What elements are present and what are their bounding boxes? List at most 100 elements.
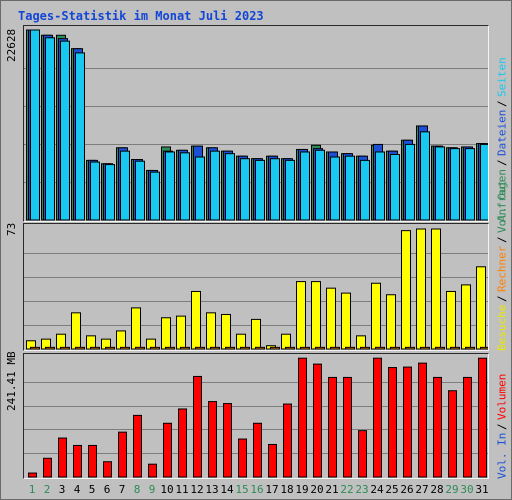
legend-separator: /: [495, 295, 509, 302]
bar-besuche-day-3: [56, 333, 66, 350]
bar-seiten-day-25: [390, 154, 400, 221]
requests-chart: [24, 29, 488, 221]
bar-seiten-day-30: [465, 148, 475, 221]
bar-volumen-day-2: [43, 457, 52, 478]
bar-rechner-day-7: [120, 346, 130, 350]
legend-separator: /: [495, 100, 509, 108]
bar-volumen-day-29: [448, 390, 457, 478]
bar-volumen-day-19: [298, 357, 307, 478]
bar-seiten-day-9: [150, 171, 160, 221]
bar-rechner-day-15: [240, 346, 250, 350]
bar-seiten-day-16: [255, 159, 265, 221]
legend-separator: /: [495, 159, 509, 167]
bar-volumen-day-3: [58, 437, 67, 478]
bar-seiten-day-6: [105, 164, 115, 221]
bar-volumen-day-16: [253, 422, 262, 478]
legend-besuche: Besuche: [495, 304, 509, 351]
bar-besuche-day-8: [131, 307, 141, 350]
x-tick-label-day-16: 16: [250, 483, 264, 496]
bar-seiten-day-11: [180, 152, 190, 221]
bar-seiten-day-17: [270, 158, 280, 221]
visits-chart-panel: [23, 223, 489, 351]
volume-chart: [24, 357, 488, 478]
bar-rechner-day-16: [255, 346, 265, 350]
bar-besuche-day-20: [311, 281, 321, 350]
bar-besuche-day-22: [341, 292, 351, 350]
requests-ymax-label: 22628: [5, 29, 18, 63]
bar-volumen-day-30: [463, 376, 472, 478]
bar-rechner-day-31: [480, 346, 488, 350]
bar-seiten-day-1: [30, 29, 40, 221]
bar-rechner-day-2: [45, 346, 55, 350]
chart-title: Tages-Statistik im Monat Juli 2023: [18, 9, 264, 23]
bar-rechner-day-22: [345, 346, 355, 350]
bar-rechner-day-4: [75, 346, 85, 350]
bar-besuche-day-24: [371, 282, 381, 350]
bar-besuche-day-7: [116, 330, 126, 350]
bar-besuche-day-25: [386, 294, 396, 350]
bar-volumen-day-11: [178, 408, 187, 478]
bar-rechner-day-19: [300, 346, 310, 350]
bar-rechner-day-18: [285, 346, 295, 350]
bar-volumen-day-14: [223, 403, 232, 478]
x-tick-label-day-11: 11: [175, 483, 189, 496]
bar-volumen-day-17: [268, 443, 277, 478]
bar-besuche-day-11: [176, 315, 186, 350]
bar-besuche-day-30: [461, 284, 471, 350]
bar-volumen-day-27: [418, 362, 427, 478]
x-tick-label-day-28: 28: [430, 483, 444, 496]
bar-seiten-day-18: [285, 159, 295, 221]
x-tick-label-day-12: 12: [190, 483, 204, 496]
bar-rechner-day-23: [360, 346, 370, 350]
bar-volumen-day-7: [118, 431, 127, 478]
x-tick-label-day-14: 14: [220, 483, 234, 496]
x-tick-label-day-1: 1: [28, 483, 36, 496]
bar-volumen-day-28: [433, 376, 442, 478]
bar-seiten-day-10: [165, 151, 175, 221]
legend-separator: /: [495, 236, 509, 243]
x-tick-label-day-18: 18: [280, 483, 294, 496]
legend-volumen: Volumen: [495, 373, 509, 421]
bar-volumen-day-13: [208, 401, 217, 478]
bar-seiten-day-12: [195, 156, 205, 221]
bar-volumen-day-10: [163, 422, 172, 478]
bar-volumen-day-4: [73, 444, 82, 478]
x-tick-label-day-27: 27: [415, 483, 429, 496]
bar-volumen-day-21: [328, 376, 337, 478]
bar-seiten-day-5: [90, 161, 100, 221]
visits-chart: [24, 228, 488, 350]
volume-legend: Vol. In / Volumen: [493, 353, 511, 479]
bar-rechner-day-25: [390, 346, 400, 350]
legend-seiten: Seiten: [495, 57, 509, 98]
bar-besuche-day-13: [206, 312, 216, 350]
volume-chart-panel: [23, 353, 489, 479]
x-axis-day-labels: 1 2 3 4 5 6 7 8 9 10 11 12 13 14 15 16 17 18 19 20 21 22 23 24 2…: [23, 482, 489, 498]
bar-volumen-day-18: [283, 403, 292, 478]
bar-rechner-day-27: [420, 346, 430, 350]
bar-besuche-day-21: [326, 287, 336, 350]
bar-volumen-day-5: [88, 444, 97, 478]
bar-besuche-day-10: [161, 317, 171, 350]
bar-rechner-day-26: [405, 346, 415, 350]
bar-besuche-day-31: [476, 266, 486, 350]
x-tick-label-day-9: 9: [148, 483, 156, 496]
x-tick-label-day-5: 5: [88, 483, 96, 496]
bar-rechner-day-9: [150, 346, 160, 350]
x-tick-label-day-6: 6: [103, 483, 111, 496]
x-tick-label-day-29: 29: [445, 483, 459, 496]
bar-besuche-day-4: [71, 312, 81, 350]
x-tick-label-day-26: 26: [400, 483, 414, 496]
x-tick-label-day-8: 8: [133, 483, 141, 496]
bar-besuche-day-26: [401, 230, 411, 350]
bar-seiten-day-26: [405, 143, 415, 221]
bar-volumen-day-20: [313, 363, 322, 478]
bar-rechner-day-11: [180, 346, 190, 350]
bar-seiten-day-15: [240, 158, 250, 221]
bar-rechner-day-13: [210, 346, 220, 350]
bar-volumen-day-25: [388, 367, 397, 478]
bar-rechner-day-5: [90, 346, 100, 350]
x-tick-label-day-3: 3: [58, 483, 66, 496]
bar-volumen-day-6: [103, 461, 112, 478]
bar-seiten-day-21: [330, 156, 340, 221]
requests-chart-panel: [23, 25, 489, 222]
